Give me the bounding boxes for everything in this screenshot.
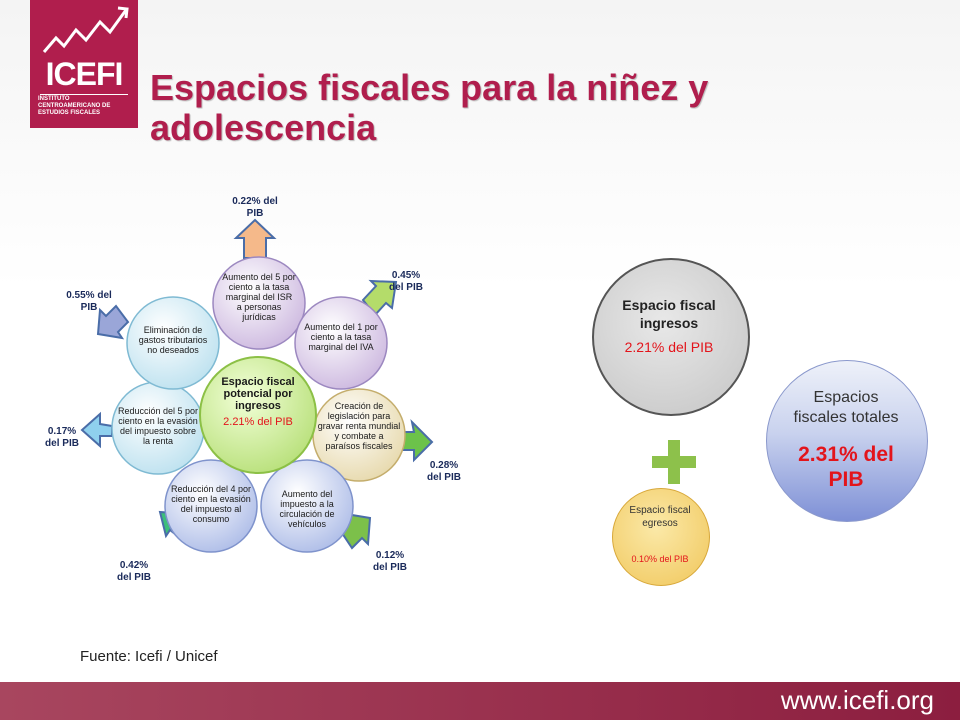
egresos-label: Espacio fiscal egresos [629, 505, 691, 529]
egresos-value: 0.10% del PIB [631, 554, 689, 564]
arrow-node-6 [80, 411, 113, 449]
ingresos-circle [592, 258, 750, 416]
node-circle-5 [164, 459, 258, 553]
ingresos-label: Espacio fiscal ingresos [622, 297, 716, 331]
node-text-5: Reducción del 4 por ciento en la evasión… [170, 484, 252, 524]
center-circle [199, 356, 317, 474]
node-pct-7: 0.55% del PIB [66, 290, 112, 313]
node-text-6: Reducción del 5 por ciento en la evasión… [117, 406, 199, 446]
totales-value: 2.31% del PIB [798, 443, 894, 491]
logo-divider [40, 94, 128, 95]
footer-url[interactable]: www.icefi.org [780, 685, 934, 715]
logo-name: ICEFI [45, 56, 124, 92]
slide-title: Espacios fiscales para la niñez y adoles… [150, 67, 709, 148]
node-pct-3: 0.28% del PIB [427, 460, 461, 483]
node-text-2: Aumento del 1 por ciento a la tasa margi… [304, 322, 378, 352]
icefi-logo: ICEFI INSTITUTO CENTROAMERICANO DE ESTUD… [30, 0, 138, 128]
node-pct-6: 0.17% del PIB [45, 426, 79, 449]
node-text-4: Aumento del impuesto a la circulación de… [279, 489, 335, 529]
node-circle-2 [294, 296, 388, 390]
node-pct-1: 0.22% del PIB [232, 196, 278, 219]
logo-subtitle: INSTITUTO CENTROAMERICANO DE ESTUDIOS FI… [38, 96, 111, 116]
totales-label: Espacios fiscales totales [793, 389, 899, 426]
node-pct-5: 0.42% del PIB [117, 560, 151, 583]
arrow-node-7 [96, 304, 130, 340]
node-circle-4 [260, 459, 354, 553]
node-pct-4: 0.12% del PIB [373, 550, 407, 573]
ingresos-value: 2.21% del PIB [624, 339, 714, 355]
center-value: 2.21% del PIB [223, 416, 293, 428]
footer-bar: www.icefi.org [0, 682, 960, 720]
arrow-node-3 [401, 418, 434, 463]
node-text-7: Eliminación de gastos tributarios no des… [138, 325, 208, 355]
node-pct-2: 0.45% del PIB [389, 270, 423, 293]
source-note: Fuente: Icefi / Unicef [80, 648, 218, 665]
arrow-node-1 [233, 218, 277, 259]
node-circle-1 [212, 256, 306, 350]
center-label: Espacio fiscal potencial por ingresos [221, 376, 295, 412]
node-text-3: Creación de legislación para gravar rent… [317, 401, 401, 451]
node-text-1: Aumento del 5 por ciento a la tasa margi… [222, 272, 296, 322]
plus-icon [652, 440, 696, 484]
node-circle-7 [126, 296, 220, 390]
egresos-circle [612, 488, 710, 586]
totales-circle [766, 360, 928, 522]
trend-line-icon [42, 6, 129, 53]
